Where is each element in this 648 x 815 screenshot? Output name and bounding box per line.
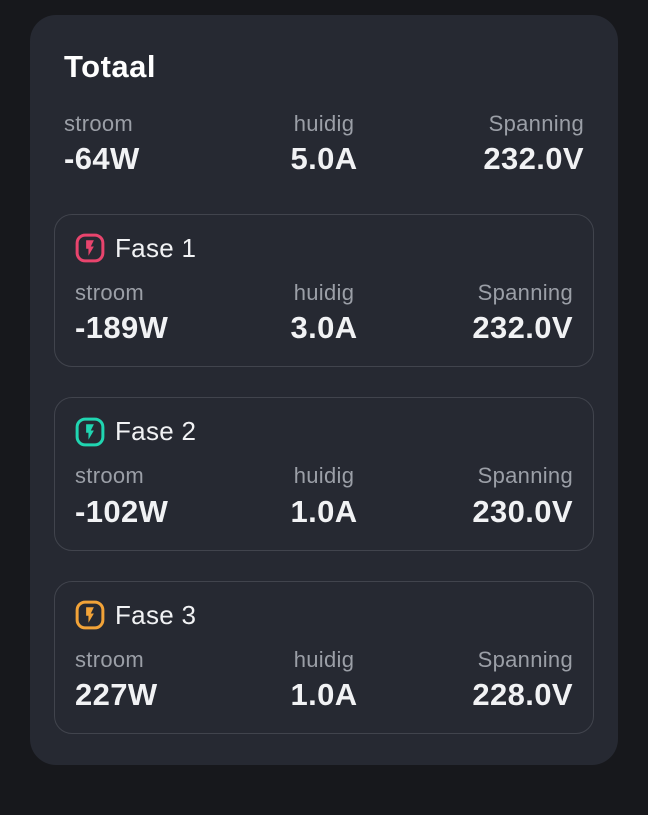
card-title: Totaal [64, 49, 156, 84]
voltage-label: Spanning [477, 646, 573, 672]
phase-name: Fase 3 [115, 599, 197, 630]
lightning-bolt-icon [75, 233, 105, 263]
phase-header: Fase 2 [75, 416, 573, 447]
phase-name: Fase 2 [115, 416, 197, 447]
phase-power-value: 227W [75, 677, 158, 713]
total-power-stat: stroom -64W [64, 111, 237, 178]
lightning-bolt-icon [75, 600, 105, 630]
phase-voltage-value: 230.0V [472, 493, 573, 529]
voltage-label: Spanning [477, 463, 573, 489]
phase-card-fase-3[interactable]: Fase 3 stroom 227W huidig 1.0A Spanning … [54, 580, 594, 735]
phase-voltage-stat: Spanning 230.0V [407, 463, 573, 530]
total-stats-row: stroom -64W huidig 5.0A Spanning 232.0V [54, 111, 594, 178]
voltage-label: Spanning [477, 279, 573, 305]
power-label: stroom [64, 111, 134, 136]
phase-stats-row: stroom -102W huidig 1.0A Spanning 230.0V [75, 463, 573, 530]
phase-current-stat: huidig 3.0A [241, 280, 407, 347]
phase-current-value: 3.0A [290, 309, 358, 345]
phase-card-list: Fase 1 stroom -189W huidig 3.0A Spanning… [54, 213, 594, 735]
total-voltage-stat: Spanning 232.0V [411, 111, 584, 178]
phase-power-stat: stroom 227W [75, 647, 241, 714]
power-label: stroom [75, 279, 145, 305]
phase-voltage-value: 232.0V [472, 309, 573, 345]
phase-name: Fase 1 [115, 232, 197, 263]
phase-power-value: -102W [75, 493, 169, 529]
phase-current-value: 1.0A [290, 493, 358, 529]
current-label: huidig [293, 279, 355, 305]
current-label: huidig [293, 463, 355, 489]
current-label: huidig [293, 646, 355, 672]
phase-header: Fase 1 [75, 233, 573, 264]
phase-voltage-stat: Spanning 232.0V [407, 280, 573, 347]
phase-stats-row: stroom -189W huidig 3.0A Spanning 232.0V [75, 280, 573, 347]
totaal-card: Totaal stroom -64W huidig 5.0A Spanning … [30, 15, 618, 765]
phase-current-stat: huidig 1.0A [241, 463, 407, 530]
phase-current-stat: huidig 1.0A [241, 647, 407, 714]
phase-voltage-stat: Spanning 228.0V [407, 647, 573, 714]
total-voltage-value: 232.0V [483, 141, 584, 177]
phase-stats-row: stroom 227W huidig 1.0A Spanning 228.0V [75, 647, 573, 714]
total-current-value: 5.0A [290, 141, 358, 177]
total-current-stat: huidig 5.0A [237, 111, 410, 178]
current-label: huidig [293, 111, 355, 136]
voltage-label: Spanning [488, 111, 584, 136]
phase-current-value: 1.0A [290, 677, 358, 713]
power-label: stroom [75, 463, 145, 489]
phase-power-stat: stroom -102W [75, 463, 241, 530]
phase-card-fase-1[interactable]: Fase 1 stroom -189W huidig 3.0A Spanning… [54, 213, 594, 368]
phase-voltage-value: 228.0V [472, 677, 573, 713]
phase-card-fase-2[interactable]: Fase 2 stroom -102W huidig 1.0A Spanning… [54, 397, 594, 551]
total-power-value: -64W [64, 141, 140, 177]
phase-power-value: -189W [75, 309, 169, 345]
phase-power-stat: stroom -189W [75, 280, 241, 347]
power-label: stroom [75, 646, 145, 672]
lightning-bolt-icon [75, 417, 105, 447]
phase-header: Fase 3 [75, 600, 573, 631]
